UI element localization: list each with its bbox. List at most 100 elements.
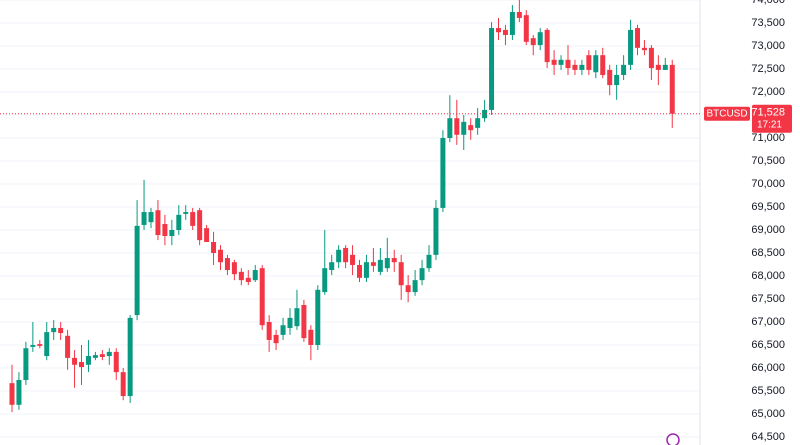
y-tick-label: 68,000 (751, 270, 785, 282)
candle-body (579, 64, 585, 70)
candle-body (16, 379, 22, 405)
candle-body (648, 47, 654, 69)
candle-body (30, 345, 36, 347)
candle-body (204, 228, 210, 242)
candle-body (516, 11, 522, 18)
candle-body (384, 258, 390, 269)
candle-body (169, 230, 175, 236)
candle-body (238, 271, 244, 281)
candle-body (502, 29, 508, 35)
candle-body (280, 325, 286, 335)
candle-body (468, 125, 474, 131)
candle-body (259, 268, 265, 326)
candle-body (551, 59, 557, 65)
candle-body (426, 254, 432, 269)
candle-body (23, 348, 29, 380)
candle-body (440, 138, 446, 208)
candle-body (447, 118, 453, 138)
candle-body (51, 327, 57, 333)
candle-body (350, 254, 356, 265)
candle-body (370, 262, 376, 266)
candle-body (600, 55, 606, 75)
y-tick-label: 72,500 (751, 63, 785, 75)
candle-body (301, 304, 307, 339)
candle-body (44, 332, 50, 357)
candle-body (336, 249, 342, 263)
candle-body (162, 224, 168, 236)
candle-body (433, 207, 439, 255)
candle-body (134, 225, 140, 316)
candle-body (363, 262, 369, 278)
candle-body (197, 210, 203, 241)
candle-body (245, 277, 251, 282)
candle-body (287, 317, 293, 328)
candle-body (224, 258, 230, 271)
candle-body (92, 355, 98, 358)
candle-body (315, 289, 321, 345)
candle-body (621, 64, 627, 75)
y-tick-label: 71,000 (751, 132, 785, 144)
candle-body (586, 55, 592, 70)
y-tick-label: 67,500 (751, 293, 785, 305)
candle-body (509, 11, 515, 35)
candle-body (79, 362, 84, 368)
candle-body (343, 247, 349, 263)
candle-body (99, 354, 105, 357)
candle-body (357, 264, 362, 278)
logo (666, 433, 680, 445)
candle-body (329, 262, 335, 271)
candle-body (148, 212, 154, 223)
candle-body (190, 212, 196, 226)
candle-body (377, 259, 383, 272)
candle-body (489, 28, 495, 110)
candle-body (454, 118, 460, 135)
candle-body (669, 64, 675, 114)
candle-body (218, 249, 223, 263)
last-price-time: 17:21 (757, 119, 782, 130)
y-tick-label: 69,500 (751, 201, 785, 213)
candle-body (419, 268, 425, 281)
candle-body (655, 64, 661, 70)
candle-body (252, 270, 258, 281)
candle-body (155, 210, 161, 236)
symbol-box (704, 106, 750, 121)
candle-body (72, 357, 78, 365)
candle-body (58, 327, 64, 334)
candle-body (273, 334, 279, 344)
candle-body (266, 322, 272, 340)
candle-body (113, 351, 119, 373)
candle-body (176, 214, 182, 230)
candle-body (482, 109, 488, 119)
candle-body (405, 285, 411, 293)
candle-body (530, 38, 536, 46)
candle-body (537, 32, 543, 46)
y-tick-label: 73,500 (751, 17, 785, 29)
y-tick-label: 70,000 (751, 178, 785, 190)
y-tick-label: 65,500 (751, 385, 785, 397)
candle-body (294, 308, 300, 327)
candle-body (9, 383, 15, 405)
candle-body (398, 262, 404, 286)
candle-body (412, 280, 418, 293)
candle-body (607, 69, 613, 86)
y-tick-label: 70,500 (751, 155, 785, 167)
candle-body (544, 29, 550, 63)
candle-body (308, 329, 314, 345)
candle-body (127, 317, 133, 397)
candle-body (572, 64, 578, 70)
candle-body (635, 28, 640, 48)
candle-body (475, 118, 481, 128)
candle-body (565, 59, 571, 69)
candle-body (211, 241, 217, 253)
candle-body (641, 47, 647, 51)
y-tick-label: 66,000 (751, 362, 785, 374)
candle-body (141, 212, 147, 225)
candle-body (391, 258, 397, 263)
candle-body (65, 335, 71, 358)
y-tick-label: 69,000 (751, 224, 785, 236)
candle-body (120, 372, 126, 397)
candle-body (461, 121, 467, 135)
y-tick-label: 73,000 (751, 40, 785, 52)
